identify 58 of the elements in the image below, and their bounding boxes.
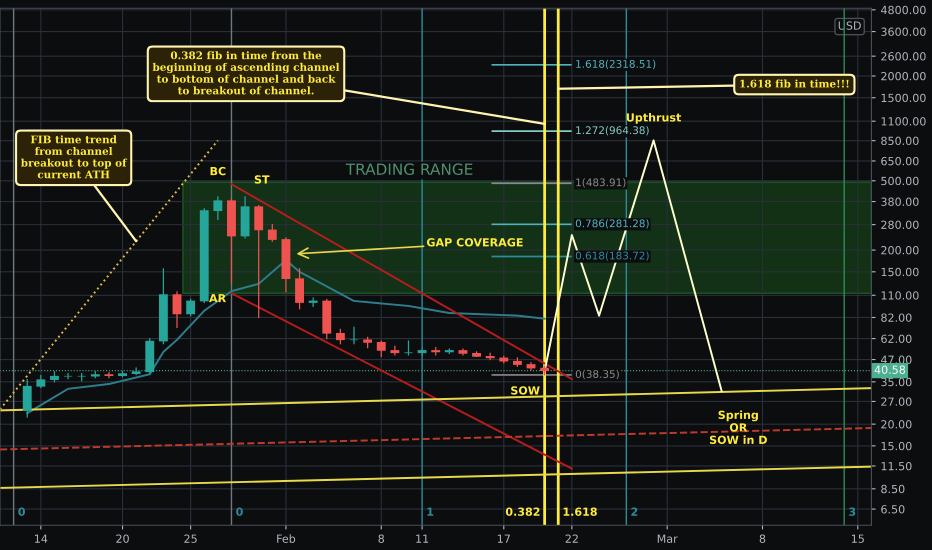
annotation: 1.618 <box>564 507 597 516</box>
annotation: 0 <box>18 507 25 516</box>
y-tick-label: 1100.00 <box>882 117 926 126</box>
y-tick-label: 500.00 <box>881 176 919 186</box>
y-tick-label: 380.00 <box>881 198 919 206</box>
y-tick-label: 20.00 <box>881 420 912 429</box>
ref-line-label: 1.618(2318.51) <box>576 60 656 70</box>
x-tick-label: 8 <box>760 534 766 543</box>
ref-line-label: 1.272(964.38) <box>576 126 649 136</box>
y-tick-label: 1500.00 <box>882 94 926 102</box>
y-tick-label: 200.00 <box>881 246 919 254</box>
annotation: 0.382 fib in time from the beginning of ascending channel to bottom of channel and back to breakout of channel. <box>152 51 340 94</box>
annotation: 1.618 fib in time!!! <box>740 80 848 88</box>
annotation: AR <box>209 294 226 302</box>
annotation: BC <box>210 166 226 176</box>
annotation: FIB time trend from channel breakout to top of current ATH <box>20 135 128 178</box>
y-tick-label: 27.00 <box>881 397 912 406</box>
x-tick-label: 25 <box>184 534 197 543</box>
annotation: 1 <box>428 508 434 516</box>
y-tick-label: 650.00 <box>881 156 919 166</box>
ref-line-label: 0.618(183.72) <box>576 251 649 261</box>
annotation: 2 <box>631 507 638 516</box>
annotation: Spring OR SOW in D <box>710 410 767 444</box>
y-tick-label: 8.50 <box>881 484 904 494</box>
y-tick-label: 4800.00 <box>880 6 926 14</box>
y-tick-label: 2600.00 <box>881 52 926 61</box>
x-tick-label: Feb <box>277 534 296 543</box>
y-tick-label: 15.00 <box>882 442 912 450</box>
y-tick-label: 11.50 <box>882 462 912 470</box>
y-tick-label: 35.00 <box>881 378 912 386</box>
annotation: GAP COVERAGE <box>426 238 523 246</box>
x-tick-label: 11 <box>416 534 428 543</box>
y-tick-label: 3600.00 <box>881 28 926 36</box>
annotation: 0 <box>236 507 243 516</box>
y-tick-label: 62.00 <box>881 334 912 343</box>
y-tick-label: 2000.00 <box>881 72 926 80</box>
y-tick-label: 82.00 <box>881 313 912 322</box>
y-tick-label: 280.00 <box>881 220 919 230</box>
ref-line-label: 40.58 <box>874 365 906 374</box>
ref-line-label: 1(483.91) <box>576 178 626 188</box>
annotation: ST <box>254 175 270 184</box>
y-tick-label: 110.00 <box>882 291 919 300</box>
x-tick-label: Mar <box>658 534 678 543</box>
annotation: 0.382 <box>506 507 540 516</box>
y-tick-label: 6.50 <box>881 505 904 514</box>
y-tick-label: 850.00 <box>881 136 919 146</box>
x-tick-label: 14 <box>35 534 48 543</box>
ref-line-label: 0.786(281.28) <box>576 219 649 229</box>
ref-line-label: 0(38.35) <box>576 370 619 380</box>
annotation: SOW <box>511 386 540 395</box>
x-tick-label: 20 <box>116 534 129 543</box>
x-tick-label: 22 <box>566 534 578 543</box>
y-tick-label: 150.00 <box>882 268 919 276</box>
x-tick-label: 17 <box>498 534 510 543</box>
x-tick-label: 8 <box>378 534 384 543</box>
band-label: TRADING RANGE <box>346 163 472 175</box>
x-tick-label: 15 <box>852 534 864 543</box>
annotation: 3 <box>849 507 856 516</box>
